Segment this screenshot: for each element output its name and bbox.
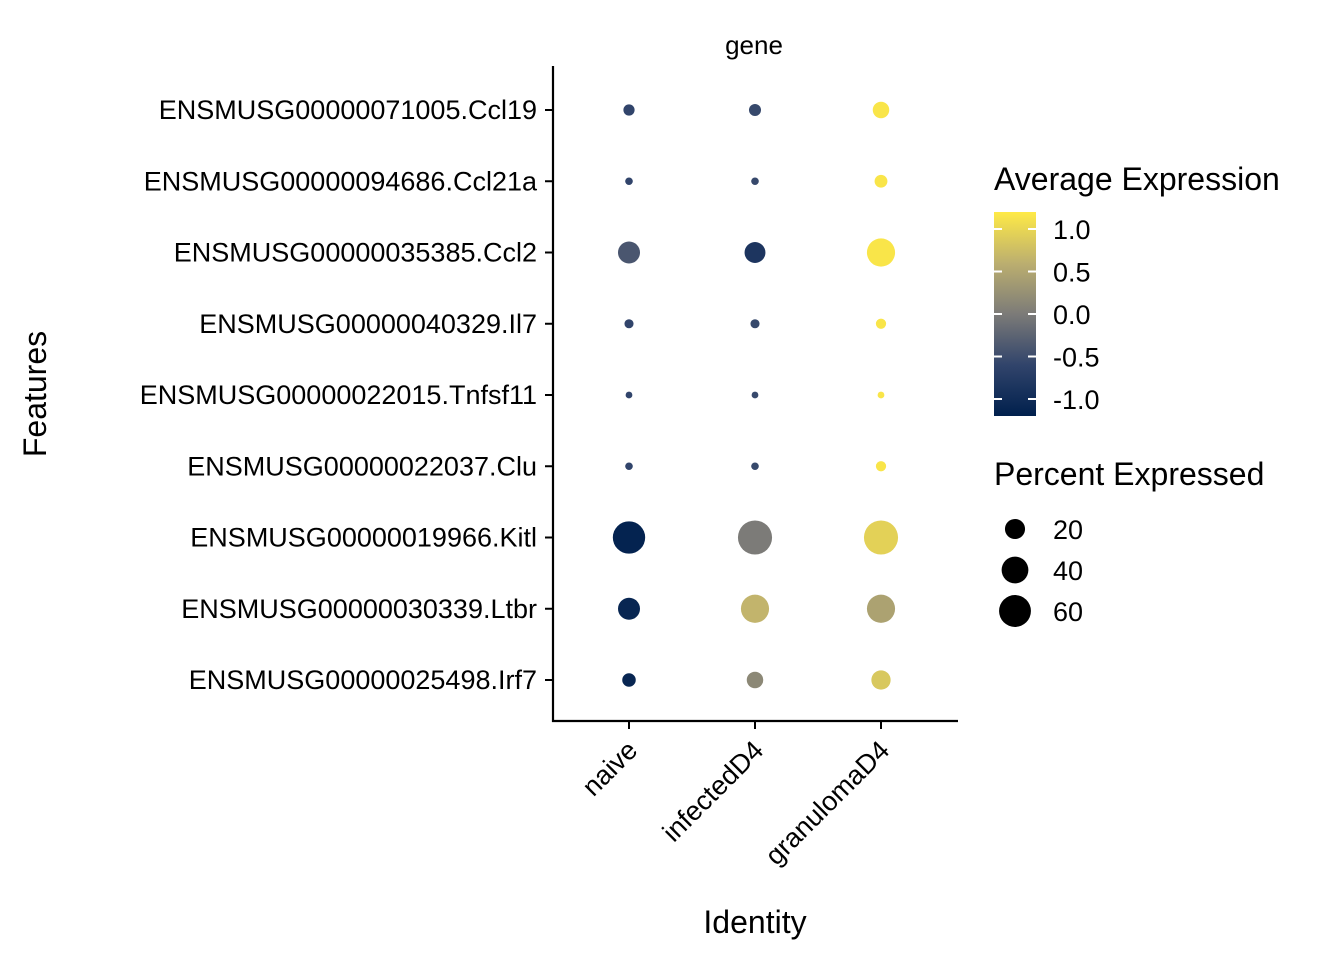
dot-point [740,594,770,623]
y-tick-label: ENSMUSG00000022037.Clu [187,451,537,481]
dot-point [751,177,759,186]
color-legend-label: 0.5 [1053,258,1091,288]
dot-point [875,318,887,329]
size-legend-dot [1004,518,1026,540]
dot-point [737,520,773,555]
size-legend-items: 20 40 60 [999,515,1083,627]
dot-point [751,462,759,471]
y-axis-ticks: ENSMUSG00000071005.Ccl19 ENSMUSG000000946… [140,95,553,695]
facet-label: gene [725,30,783,60]
dot-point [622,673,636,687]
x-tick-label: naive [576,735,643,802]
dot-point [751,391,759,399]
color-legend-label: 0.0 [1053,300,1091,330]
size-legend-label: 40 [1053,556,1083,586]
dot-point [623,104,635,116]
y-tick-label: ENSMUSG00000025498.Irf7 [189,665,537,695]
x-tick-label: infectedD4 [657,735,769,847]
size-legend-title: Percent Expressed [994,456,1264,492]
dot-point [866,238,896,267]
color-legend-label: -0.5 [1053,343,1100,373]
dot-point [872,101,890,119]
dot-point [871,670,891,690]
color-legend-ticks: 1.0 0.5 0.0 -0.5 -1.0 [994,215,1100,415]
dot-point [863,520,899,555]
y-tick-label: ENSMUSG00000019966.Kitl [190,523,537,553]
y-tick-label: ENSMUSG00000022015.Tnfsf11 [140,380,537,410]
size-legend-label: 20 [1053,515,1083,545]
dot-point [625,177,633,186]
dot-point [875,461,887,472]
dot-point [625,462,633,471]
color-legend-label: 1.0 [1053,215,1091,245]
dot-point [625,391,633,399]
dot-point [746,671,764,689]
y-tick-label: ENSMUSG00000071005.Ccl19 [159,95,537,125]
dot-point [748,103,762,117]
y-tick-label: ENSMUSG00000094686.Ccl21a [144,166,538,196]
dot-point [877,391,885,399]
y-tick-label: ENSMUSG00000030339.Ltbr [181,594,537,624]
dot-point [866,594,896,623]
y-tick-label: ENSMUSG00000040329.Il7 [199,309,537,339]
size-legend-dot [999,595,1031,627]
y-tick-label: ENSMUSG00000035385.Ccl2 [174,238,537,268]
x-tick-label: granulomaD4 [759,735,895,871]
dot-point [750,319,760,329]
dot-point [612,521,646,554]
dot-point [624,319,634,329]
size-legend-dot [1001,556,1029,584]
y-axis-title: Features [17,331,53,457]
size-legend-label: 60 [1053,597,1083,627]
dot-point [744,242,766,263]
color-legend-title: Average Expression [994,161,1280,197]
dot-point [874,174,888,188]
dot-point [618,597,640,620]
color-legend-label: -1.0 [1053,385,1100,415]
x-axis-title: Identity [703,904,806,940]
data-points [612,101,899,690]
dot-point [618,241,640,264]
